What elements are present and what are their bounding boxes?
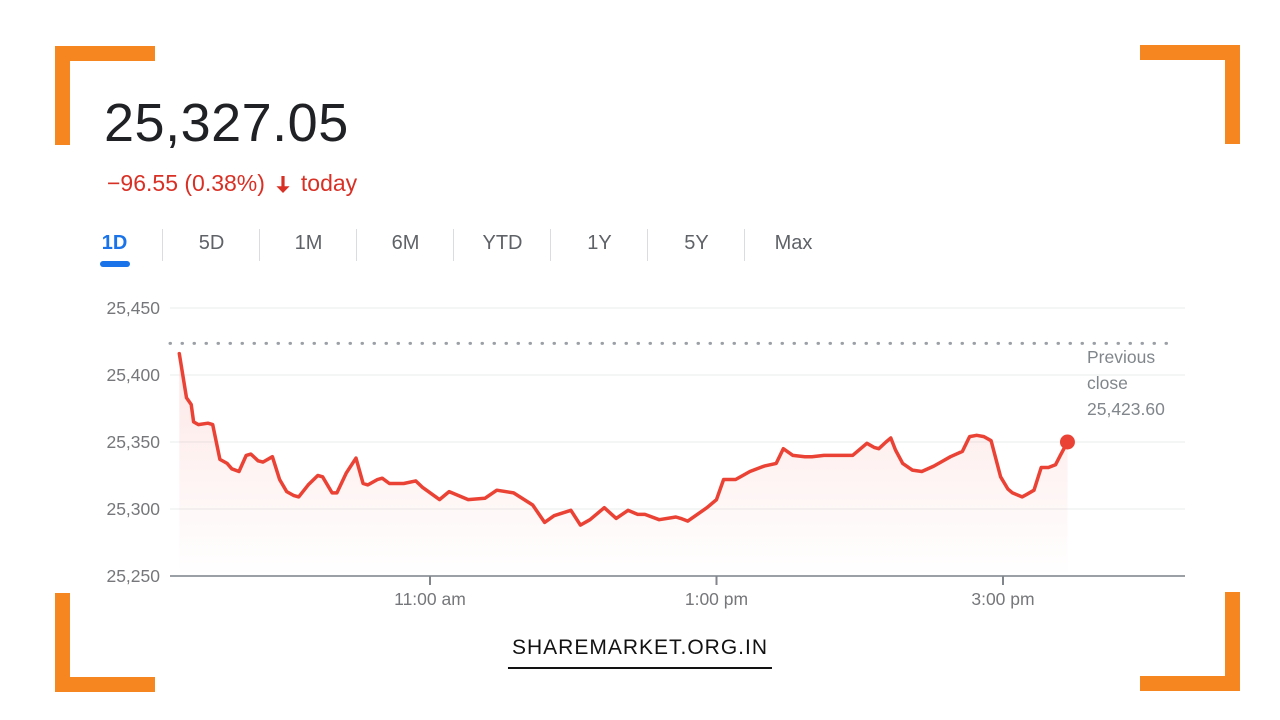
y-axis-label: 25,450 [106, 298, 160, 318]
corner-bracket-top-right [1140, 45, 1240, 144]
price-line [177, 351, 1070, 527]
corner-bracket-bottom-right [1140, 592, 1240, 691]
price-value: 25,327.05 [104, 93, 349, 153]
tab-1y[interactable]: 1Y [551, 227, 648, 267]
x-axis-label: 1:00 pm [685, 589, 748, 609]
x-axis-label: 11:00 am [394, 589, 466, 609]
tab-1m[interactable]: 1M [260, 227, 357, 267]
chart-area-fill [179, 353, 1068, 576]
range-tabs: 1D 5D 1M 6M YTD 1Y 5Y Max [66, 227, 842, 267]
previous-close-label: Previous close 25,423.60 [1087, 344, 1187, 422]
tab-max[interactable]: Max [745, 227, 842, 267]
y-axis-label: 25,250 [106, 566, 160, 586]
tab-label: 1M [294, 232, 323, 254]
tab-1d[interactable]: 1D [66, 227, 163, 267]
watermark: SHAREMARKET.ORG.IN [507, 636, 773, 669]
corner-bracket-top-left [55, 46, 155, 145]
tab-label: Max [774, 232, 813, 254]
tab-5y[interactable]: 5Y [648, 227, 745, 267]
corner-bracket-bottom-left [55, 593, 155, 692]
chart-svg[interactable]: 25,450 25,400 25,350 25,300 25,250 11:00 am 1:… [60, 295, 1200, 615]
tab-6m[interactable]: 6M [357, 227, 454, 267]
tab-label: YTD [482, 232, 523, 254]
active-tab-indicator [99, 261, 130, 267]
tab-label: 6M [391, 232, 420, 254]
change-period-label: today [300, 170, 358, 196]
y-axis-label: 25,350 [106, 432, 160, 452]
tab-label: 1Y [587, 232, 612, 254]
price-change-text: −96.55 (0.38%) [107, 170, 265, 196]
tab-label: 5Y [684, 232, 709, 254]
y-axis-label: 25,400 [106, 365, 160, 385]
price-chart[interactable]: 25,450 25,400 25,350 25,300 25,250 11:00 am 1:… [60, 295, 1200, 615]
y-axis-label: 25,300 [106, 499, 160, 519]
x-axis-label: 3:00 pm [971, 589, 1034, 609]
price-change-row: −96.55 (0.38%) today [107, 170, 357, 197]
arrow-down-icon [276, 175, 290, 193]
previous-close-text: Previous close [1087, 347, 1156, 393]
tab-5d[interactable]: 5D [163, 227, 260, 267]
tab-label: 1D [101, 232, 128, 254]
previous-close-value: 25,423.60 [1087, 399, 1165, 419]
last-price-dot [1059, 434, 1075, 450]
tab-label: 5D [198, 232, 225, 254]
tab-ytd[interactable]: YTD [454, 227, 551, 267]
